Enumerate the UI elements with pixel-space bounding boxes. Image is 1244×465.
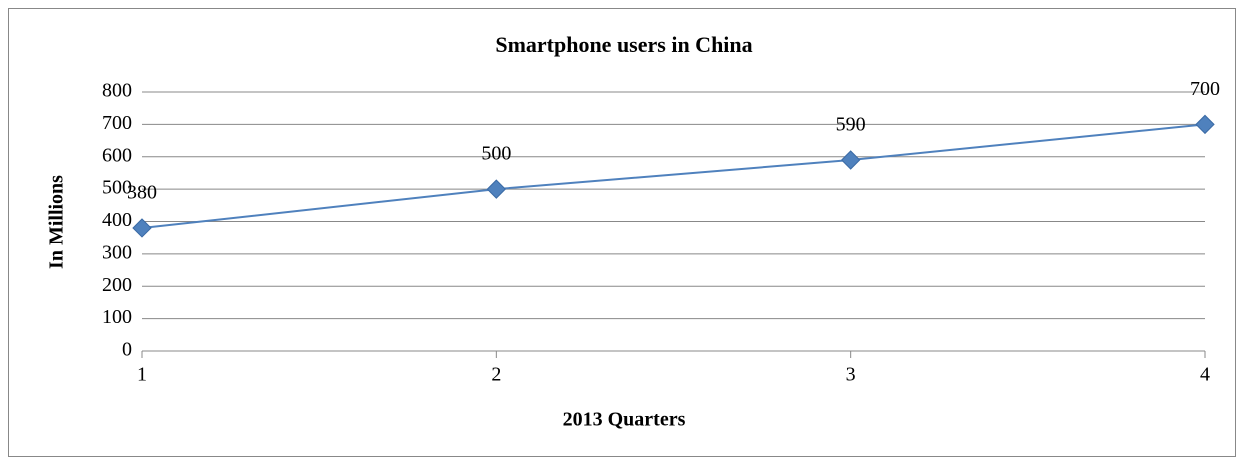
x-tick-label: 4 — [1200, 364, 1210, 386]
y-tick-label: 500 — [102, 177, 132, 199]
y-tick-label: 300 — [102, 241, 132, 263]
y-tick-label: 700 — [102, 112, 132, 134]
x-tick-label: 3 — [846, 364, 856, 386]
chart-frame — [8, 8, 1236, 457]
data-label: 590 — [836, 114, 866, 136]
y-axis-label: In Millions — [46, 175, 68, 269]
data-label: 700 — [1190, 78, 1220, 100]
data-point — [132, 218, 152, 238]
data-point — [1195, 114, 1215, 135]
chart-title: Smartphone users in China — [495, 32, 752, 57]
y-tick-label: 600 — [102, 144, 132, 166]
y-tick-label: 800 — [102, 80, 132, 102]
x-tick-label: 1 — [137, 364, 147, 386]
data-line — [141, 123, 1206, 229]
data-label: 500 — [481, 143, 511, 165]
data-point — [486, 179, 507, 199]
y-tick-label: 200 — [102, 274, 132, 296]
y-tick-label: 0 — [122, 339, 132, 361]
x-tick-label: 2 — [491, 364, 501, 386]
x-axis-label: 2013 Quarters — [563, 409, 686, 431]
data-point — [840, 150, 861, 170]
y-tick-label: 400 — [102, 209, 132, 231]
data-label: 380 — [127, 182, 157, 204]
y-tick-label: 100 — [102, 306, 132, 328]
